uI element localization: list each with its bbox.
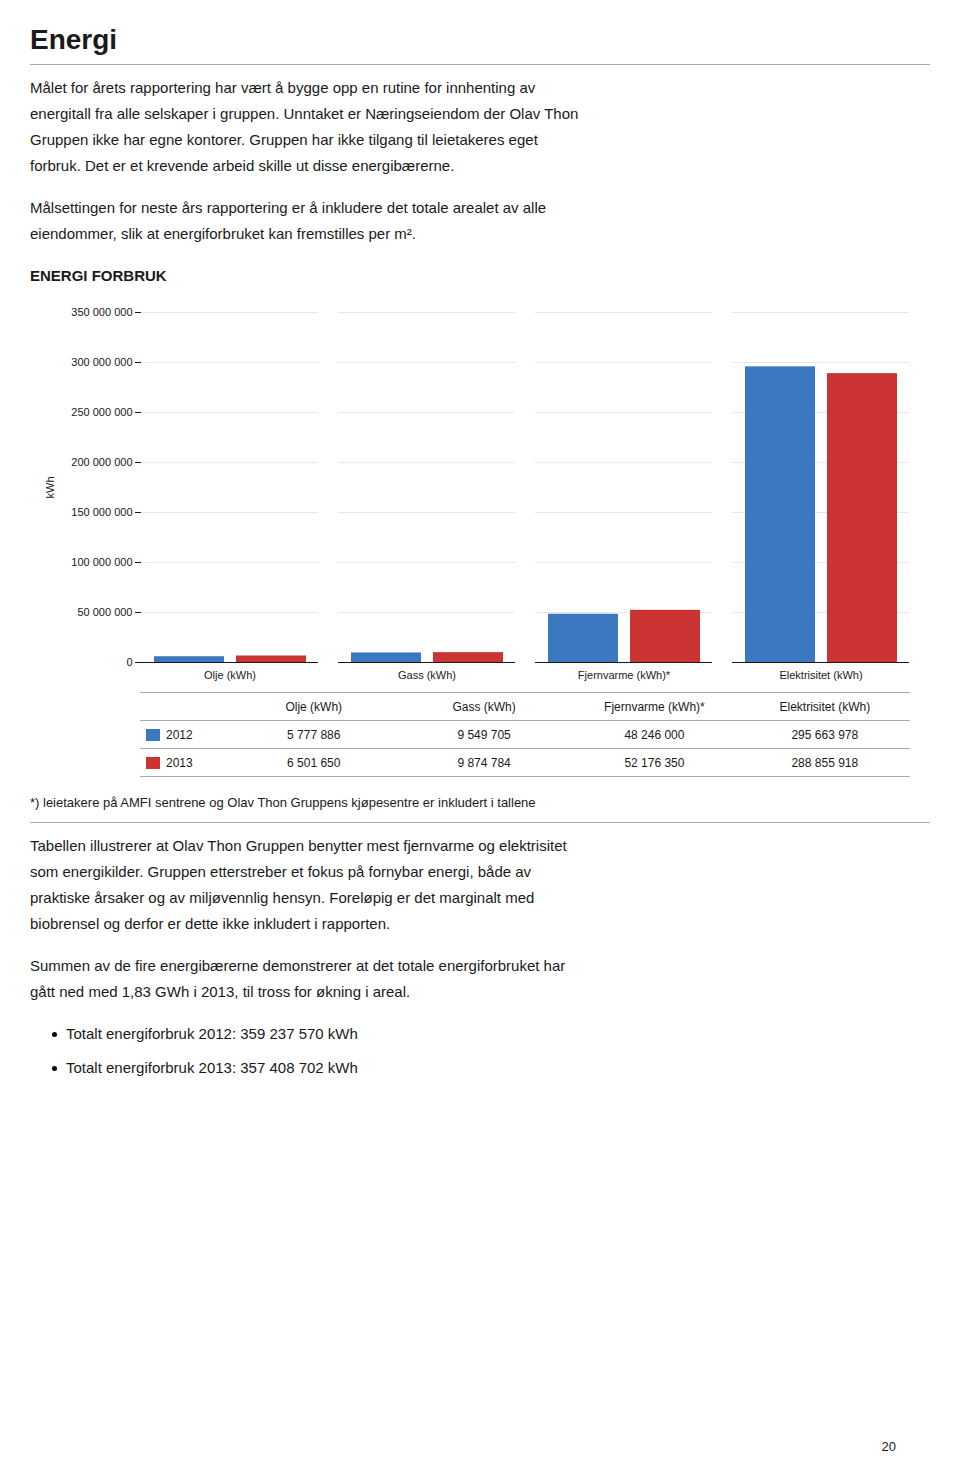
html-text:praktiske årsaker og av miljøv: praktiske årsaker og av miljøvennlig hen…	[30, 889, 535, 906]
svg-text:Gass (kWh): Gass (kWh)	[398, 669, 456, 681]
html-text:Målet for årets rapportering h: Målet for årets rapportering har vært å …	[30, 79, 536, 96]
html-text:Energi: Energi	[30, 24, 118, 55]
html-text:Gruppen ikke har egne kontorer: Gruppen ikke har egne kontorer. Gruppen …	[30, 131, 538, 148]
html-text:Totalt energiforbruk 2013: 357: Totalt energiforbruk 2013: 357 408 702 k…	[66, 1059, 358, 1076]
svg-text:50 000 000: 50 000 000	[77, 606, 132, 618]
html-text:2013: 2013	[166, 755, 193, 770]
html-text:energitall fra alle selskaper: energitall fra alle selskaper i gruppen.…	[30, 105, 579, 122]
html-text:295 663 978: 295 663 978	[791, 727, 859, 742]
html-text:biobrensel og derfor er dette: biobrensel og derfor er dette ikke inklu…	[30, 915, 391, 932]
html-text:48 246 000: 48 246 000	[624, 727, 685, 742]
svg-text:300 000 000: 300 000 000	[71, 356, 132, 368]
html-text:9 874 784: 9 874 784	[457, 755, 511, 770]
html-text:288 855 918: 288 855 918	[791, 755, 859, 770]
svg-text:Fjernvarme (kWh)*: Fjernvarme (kWh)*	[578, 669, 671, 681]
html-text:9 549 705: 9 549 705	[457, 727, 511, 742]
html-text:Målsettingen for neste års rap: Målsettingen for neste års rapportering …	[30, 199, 547, 216]
svg-text:100 000 000: 100 000 000	[71, 556, 132, 568]
svg-text:Olje (kWh): Olje (kWh)	[204, 669, 256, 681]
svg-text:150 000 000: 150 000 000	[71, 506, 132, 518]
html-text:Olje (kWh): Olje (kWh)	[285, 699, 343, 714]
html-text:6 501 650: 6 501 650	[287, 755, 341, 770]
svg-text:Elektrisitet (kWh): Elektrisitet (kWh)	[779, 669, 862, 681]
html-text:Fjernvarme (kWh)*: Fjernvarme (kWh)*	[604, 699, 705, 714]
svg-text:0: 0	[126, 656, 132, 668]
html-text:Summen av de fire energibærern: Summen av de fire energibærerne demonstr…	[30, 957, 566, 974]
html-text:ENERGI FORBRUK: ENERGI FORBRUK	[30, 267, 167, 284]
html-text:Totalt energiforbruk 2012: 359: Totalt energiforbruk 2012: 359 237 570 k…	[66, 1025, 358, 1042]
svg-text:kWh: kWh	[44, 477, 56, 499]
html-text:20: 20	[881, 1439, 896, 1454]
html-text:Tabellen illustrerer at Olav T: Tabellen illustrerer at Olav Thon Gruppe…	[30, 837, 567, 854]
html-text:forbruk. Det er et krevende ar: forbruk. Det er et krevende arbeid skill…	[30, 157, 455, 174]
html-text:2012: 2012	[166, 727, 193, 742]
html-text:5 777 886: 5 777 886	[287, 727, 341, 742]
svg-text:350 000 000: 350 000 000	[71, 306, 132, 318]
svg-text:250 000 000: 250 000 000	[71, 406, 132, 418]
html-text:som energikilder. Gruppen ette: som energikilder. Gruppen etterstreber e…	[30, 863, 532, 880]
html-text:gått ned med 1,83 GWh i 2013,: gått ned med 1,83 GWh i 2013, til tross …	[30, 983, 411, 1000]
html-text:52 176 350: 52 176 350	[624, 755, 685, 770]
html-text:Elektrisitet (kWh): Elektrisitet (kWh)	[779, 699, 871, 714]
html-text:eiendommer, slik at energiforb: eiendommer, slik at energiforbruket kan …	[30, 225, 416, 242]
html-text:Gass (kWh): Gass (kWh)	[452, 699, 516, 714]
html-text:*) leietakere på AMFI sentrene: *) leietakere på AMFI sentrene og Olav T…	[30, 795, 536, 810]
svg-text:200 000 000: 200 000 000	[71, 456, 132, 468]
